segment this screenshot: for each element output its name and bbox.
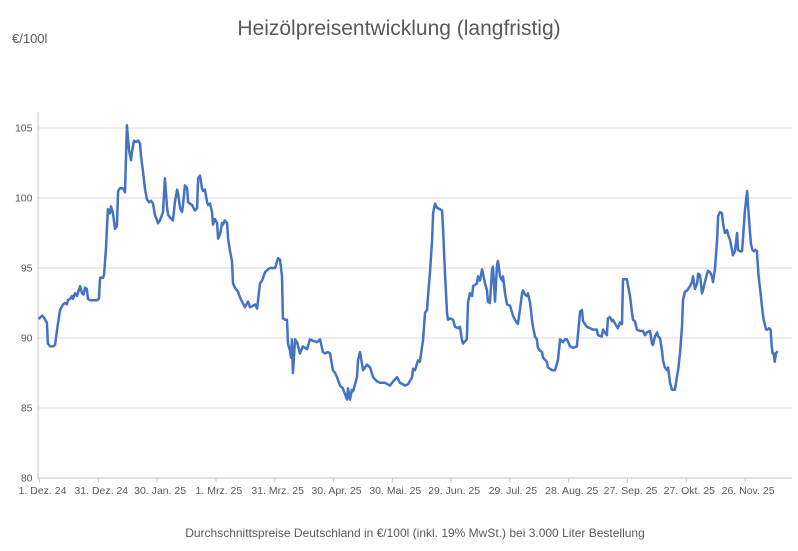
x-axis-tick-label: 31. Dez. 24 [74,485,128,497]
x-axis-tick-label: 1. Mrz. 25 [196,485,243,497]
y-axis-tick-label: 90 [21,333,33,345]
x-axis-tick-label: 29. Jul. 25 [489,485,538,497]
y-axis-tick-label: 80 [21,473,33,485]
price-line-series [38,123,779,401]
y-axis-tick-label: 100 [15,193,33,205]
x-axis-tick-label: 27. Okt. 25 [664,485,716,497]
x-axis-tick-label: 28. Aug. 25 [545,485,598,497]
footer-caption: Durchschnittspreise Deutschland in €/100… [185,526,645,540]
x-axis-tick-label: 26. Nov. 25 [722,485,775,497]
x-axis-tick-label: 27. Sep. 25 [604,485,658,497]
x-axis-tick-label: 30. Mai. 25 [369,485,421,497]
y-axis-tick-label: 85 [21,403,33,415]
x-axis-tick-label: 30. Jan. 25 [134,485,186,497]
y-axis-unit-label: €/100l [12,31,48,46]
y-axis-tick-label: 105 [15,123,33,135]
x-axis-tick-label: 30. Apr. 25 [311,485,361,497]
chart-title: Heizölpreisentwicklung (langfristig) [237,17,561,40]
x-axis-tick-label: 1. Dez. 24 [19,485,67,497]
x-axis-tick-label: 31. Mrz. 25 [251,485,304,497]
y-axis-tick-label: 95 [21,263,33,275]
x-axis-tick-label: 29. Jun. 25 [428,485,480,497]
